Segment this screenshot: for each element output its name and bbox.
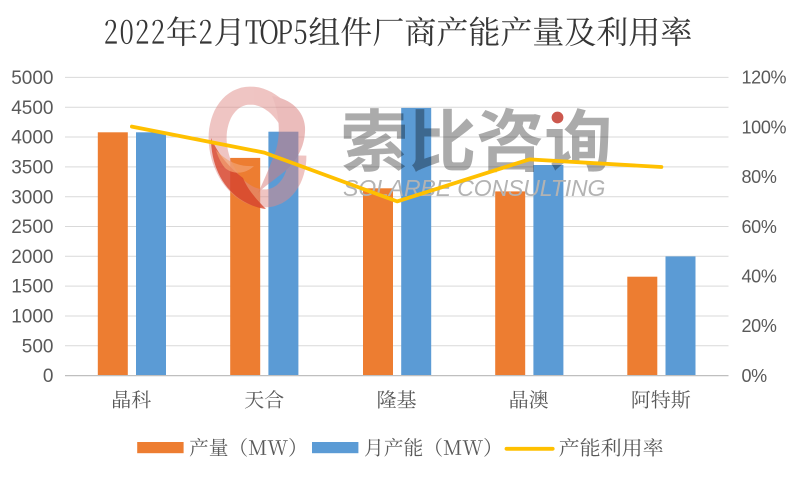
svg-text:120%: 120%: [742, 68, 787, 88]
svg-text:5000: 5000: [11, 68, 53, 89]
svg-text:2000: 2000: [11, 247, 53, 268]
svg-text:500: 500: [22, 336, 54, 357]
svg-text:1000: 1000: [11, 307, 53, 328]
svg-text:4000: 4000: [11, 128, 53, 149]
svg-text:20%: 20%: [742, 316, 777, 336]
svg-text:60%: 60%: [742, 217, 777, 237]
svg-text:40%: 40%: [742, 267, 777, 287]
svg-text:100%: 100%: [742, 117, 787, 137]
svg-text:0%: 0%: [742, 366, 768, 386]
svg-text:3000: 3000: [11, 187, 53, 208]
svg-text:1500: 1500: [11, 277, 53, 298]
svg-text:80%: 80%: [742, 167, 777, 187]
svg-text:3500: 3500: [11, 158, 53, 179]
svg-text:4500: 4500: [11, 98, 53, 119]
svg-text:0: 0: [43, 366, 54, 387]
svg-text:2500: 2500: [11, 217, 53, 238]
